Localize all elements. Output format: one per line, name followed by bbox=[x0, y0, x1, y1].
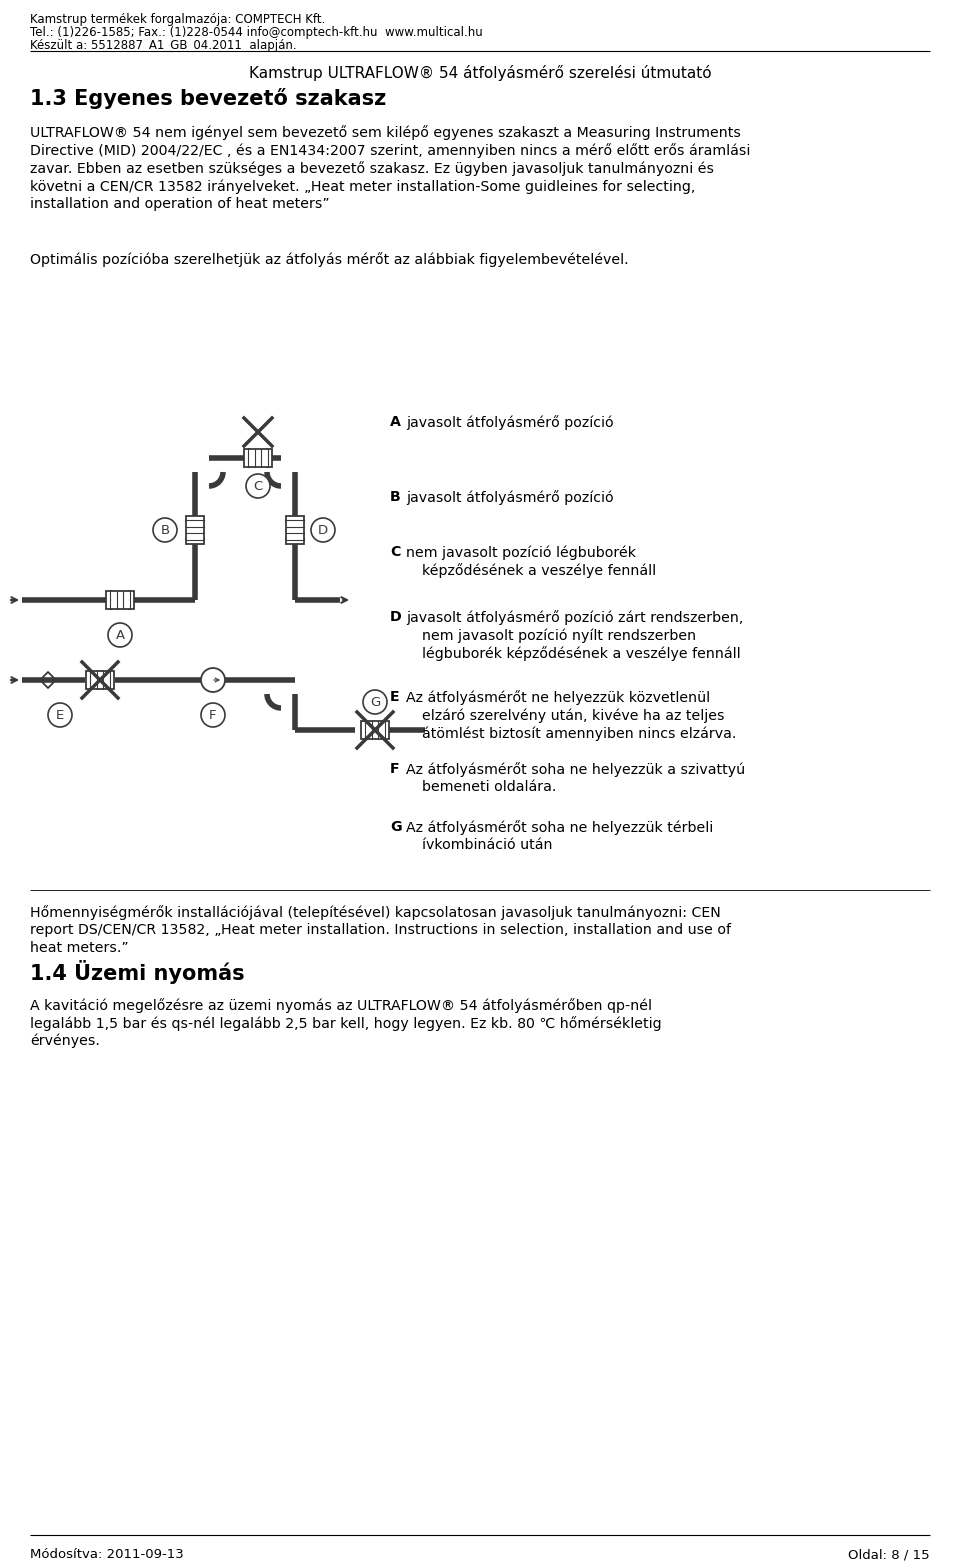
Text: javasolt átfolyásmérő pozíció: javasolt átfolyásmérő pozíció bbox=[406, 416, 613, 430]
Text: F: F bbox=[390, 762, 399, 776]
Bar bbox=[286, 516, 304, 544]
Text: F: F bbox=[209, 709, 217, 721]
Text: report DS/CEN/CR 13582, „Heat meter installation. Instructions in selection, ins: report DS/CEN/CR 13582, „Heat meter inst… bbox=[30, 924, 731, 938]
Text: Az átfolyásmérőt ne helyezzük közvetlenül: Az átfolyásmérőt ne helyezzük közvetlenü… bbox=[406, 690, 710, 706]
Text: képződésének a veszélye fennáll: képződésének a veszélye fennáll bbox=[422, 563, 656, 579]
Text: legalább 1,5 bar és qs-nél legalább 2,5 bar kell, hogy legyen. Ez kb. 80 ℃ hőmér: legalább 1,5 bar és qs-nél legalább 2,5 … bbox=[30, 1016, 661, 1030]
Text: nem javasolt pozíció nyílt rendszerben: nem javasolt pozíció nyílt rendszerben bbox=[422, 629, 696, 643]
Bar bbox=[361, 721, 389, 739]
Circle shape bbox=[363, 690, 387, 713]
Text: E: E bbox=[390, 690, 399, 704]
Circle shape bbox=[108, 622, 132, 648]
Text: G: G bbox=[370, 696, 380, 709]
Text: átömlést biztosít amennyiben nincs elzárva.: átömlést biztosít amennyiben nincs elzár… bbox=[422, 726, 736, 740]
Text: heat meters.”: heat meters.” bbox=[30, 941, 129, 955]
Text: Kamstrup ULTRAFLOW® 54 átfolyásmérő szerelési útmutató: Kamstrup ULTRAFLOW® 54 átfolyásmérő szer… bbox=[249, 64, 711, 82]
Text: Kamstrup termékek forgalmazója: COMPTECH Kft.: Kamstrup termékek forgalmazója: COMPTECH… bbox=[30, 13, 325, 27]
Text: Optimális pozícióba szerelhetjük az átfolyás mérőt az alábbiak figyelembevételév: Optimális pozícióba szerelhetjük az átfo… bbox=[30, 252, 629, 267]
Text: B: B bbox=[160, 524, 170, 536]
Circle shape bbox=[246, 474, 270, 499]
Circle shape bbox=[201, 668, 225, 691]
Text: D: D bbox=[390, 610, 401, 624]
Text: E: E bbox=[56, 709, 64, 721]
Text: A: A bbox=[115, 629, 125, 641]
Text: javasolt átfolyásmérő pozíció: javasolt átfolyásmérő pozíció bbox=[406, 491, 613, 505]
Text: Az átfolyásmérőt soha ne helyezzük a szivattyú: Az átfolyásmérőt soha ne helyezzük a szi… bbox=[406, 762, 745, 776]
Text: ULTRAFLOW® 54 nem igényel sem bevezető sem kilépő egyenes szakaszt a Measuring I: ULTRAFLOW® 54 nem igényel sem bevezető s… bbox=[30, 125, 741, 140]
Text: ívkombináció után: ívkombináció után bbox=[422, 837, 553, 851]
Circle shape bbox=[48, 702, 72, 728]
Text: A kavitáció megelőzésre az üzemi nyomás az ULTRAFLOW® 54 átfolyásmérőben qp-nél: A kavitáció megelőzésre az üzemi nyomás … bbox=[30, 997, 652, 1013]
Bar bbox=[244, 448, 272, 467]
Text: érvényes.: érvényes. bbox=[30, 1033, 100, 1049]
Text: Készült a: 5512887_A1_GB_04.2011  alapján.: Készült a: 5512887_A1_GB_04.2011 alapján… bbox=[30, 39, 297, 52]
Text: D: D bbox=[318, 524, 328, 536]
Text: zavar. Ebben az esetben szükséges a bevezető szakasz. Ez ügyben javasoljuk tanul: zavar. Ebben az esetben szükséges a beve… bbox=[30, 162, 714, 176]
Circle shape bbox=[201, 702, 225, 728]
Text: Directive (MID) 2004/22/EC , és a EN1434:2007 szerint, amennyiben nincs a mérő e: Directive (MID) 2004/22/EC , és a EN1434… bbox=[30, 143, 751, 158]
Text: A: A bbox=[390, 416, 401, 430]
Text: installation and operation of heat meters”: installation and operation of heat meter… bbox=[30, 198, 329, 212]
Text: Oldal: 8 / 15: Oldal: 8 / 15 bbox=[849, 1548, 930, 1562]
Circle shape bbox=[153, 517, 177, 543]
Text: B: B bbox=[390, 491, 400, 503]
Text: bemeneti oldalára.: bemeneti oldalára. bbox=[422, 779, 557, 793]
Text: javasolt átfolyásmérő pozíció zárt rendszerben,: javasolt átfolyásmérő pozíció zárt rends… bbox=[406, 610, 743, 624]
Text: C: C bbox=[390, 546, 400, 560]
Text: Tel.: (1)226-1585; Fax.: (1)228-0544 info@comptech-kft.hu  www.multical.hu: Tel.: (1)226-1585; Fax.: (1)228-0544 inf… bbox=[30, 27, 483, 39]
Bar bbox=[186, 516, 204, 544]
Text: Az átfolyásmérőt soha ne helyezzük térbeli: Az átfolyásmérőt soha ne helyezzük térbe… bbox=[406, 820, 713, 834]
Text: G: G bbox=[390, 820, 401, 834]
Text: 1.4 Üzemi nyomás: 1.4 Üzemi nyomás bbox=[30, 960, 245, 985]
Text: Módosítva: 2011-09-13: Módosítva: 2011-09-13 bbox=[30, 1548, 183, 1562]
Text: 1.3 Egyenes bevezető szakasz: 1.3 Egyenes bevezető szakasz bbox=[30, 88, 386, 110]
Text: elzáró szerelvény után, kivéve ha az teljes: elzáró szerelvény után, kivéve ha az tel… bbox=[422, 709, 725, 723]
Text: nem javasolt pozíció légbuborék: nem javasolt pozíció légbuborék bbox=[406, 546, 636, 560]
Circle shape bbox=[311, 517, 335, 543]
Bar bbox=[106, 591, 134, 608]
Bar bbox=[86, 671, 114, 688]
Text: C: C bbox=[253, 480, 263, 492]
Text: Hőmennyiségmérők installációjával (telepítésével) kapcsolatosan javasoljuk tanul: Hőmennyiségmérők installációjával (telep… bbox=[30, 905, 721, 920]
Text: légbuborék képződésének a veszélye fennáll: légbuborék képződésének a veszélye fenná… bbox=[422, 646, 740, 660]
Text: követni a CEN/CR 13582 irányelveket. „Heat meter installation-Some guidleines fo: követni a CEN/CR 13582 irányelveket. „He… bbox=[30, 179, 695, 193]
